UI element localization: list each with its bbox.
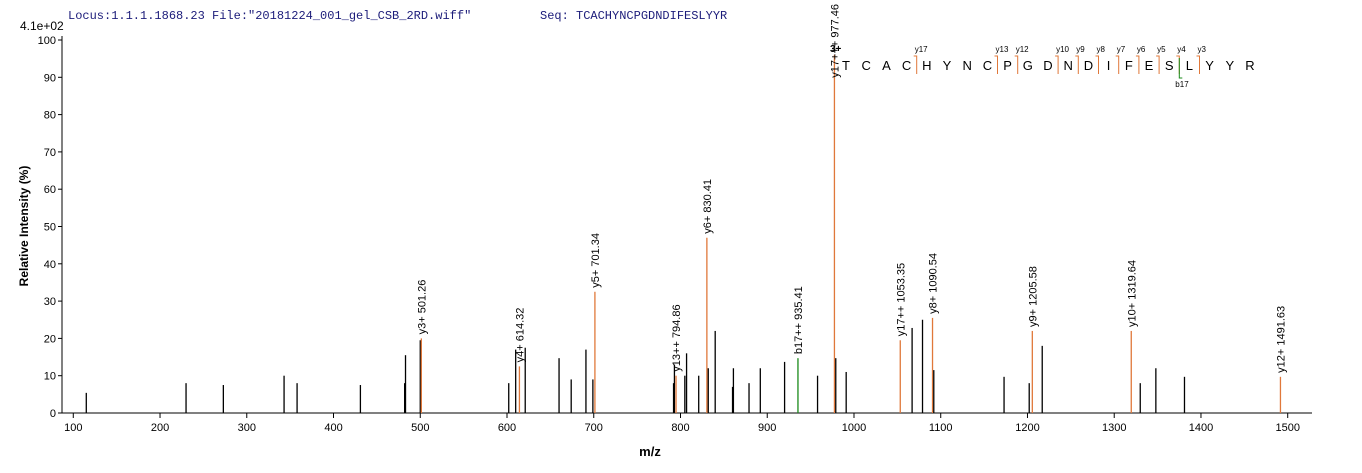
- x-tick-label: 300: [238, 422, 256, 434]
- ion-label: y12: [1016, 45, 1029, 54]
- sequence-letter: H: [922, 58, 931, 73]
- peak-label: y4+ 614.32: [514, 308, 526, 363]
- x-tick-label: 1000: [842, 422, 866, 434]
- ion-marker: [1075, 55, 1079, 74]
- sequence-letter: C: [862, 58, 871, 73]
- ion-label: y6: [1137, 45, 1146, 54]
- x-tick-label: 100: [64, 422, 82, 434]
- y-tick-label: 20: [44, 333, 56, 345]
- x-tick-label: 1100: [929, 422, 953, 434]
- x-tick-label: 400: [324, 422, 342, 434]
- x-tick-label: 700: [585, 422, 603, 434]
- ion-label: y9: [1076, 45, 1085, 54]
- chart-subtitle: Seq: TCACHYNCPGDNDIFESLYYR: [540, 9, 727, 23]
- sequence-letter: G: [1023, 58, 1033, 73]
- peak-label: y17++ 1053.35: [895, 263, 907, 336]
- ion-marker: [913, 55, 918, 74]
- y-tick-label: 40: [44, 259, 56, 271]
- x-tick-label: 1300: [1102, 422, 1126, 434]
- ion-label: y13: [996, 45, 1009, 54]
- ion-marker: [1196, 55, 1200, 74]
- y-tick-label: 60: [44, 184, 56, 196]
- peak-label: y5+ 701.34: [590, 233, 602, 288]
- y-tick-label: 70: [44, 147, 56, 159]
- ion-label: y10: [1056, 45, 1069, 54]
- ion-marker: [1156, 55, 1160, 74]
- y-axis-label: Relative Intensity (%): [17, 166, 31, 287]
- sequence-letter: Y: [943, 58, 952, 73]
- ion-marker: [1095, 55, 1099, 74]
- sequence-letter: P: [1003, 58, 1012, 73]
- sequence-letter: Y: [1205, 58, 1214, 73]
- ion-label: y17: [915, 45, 928, 54]
- ion-label: y4: [1177, 45, 1186, 54]
- ion-label: y8: [1097, 45, 1106, 54]
- peak-label: y12+ 1491.63: [1275, 306, 1287, 373]
- x-axis-label: m/z: [639, 444, 661, 459]
- y-tick-label: 100: [38, 35, 56, 47]
- y-tick-label: 0: [50, 408, 56, 420]
- peak-label: y10+ 1319.64: [1126, 260, 1138, 327]
- sequence-letter: N: [1064, 58, 1073, 73]
- x-tick-label: 1400: [1189, 422, 1213, 434]
- peak-label: y8+ 1090.54: [928, 253, 940, 314]
- y-tick-label: 80: [44, 110, 56, 122]
- y-tick-label: 90: [44, 72, 56, 84]
- scale-label: 4.1e+02: [20, 19, 64, 33]
- ion-marker: [1115, 55, 1120, 74]
- peak-label: y3+ 501.26: [416, 280, 428, 335]
- ion-label: y5: [1157, 45, 1166, 54]
- peak-label: y6+ 830.41: [702, 179, 714, 234]
- y-tick-label: 30: [44, 296, 56, 308]
- ion-marker: [1135, 55, 1140, 74]
- ion-label: b17: [1175, 80, 1189, 89]
- sequence-letter: C: [983, 58, 992, 73]
- sequence-letter: R: [1245, 58, 1254, 73]
- sequence-letter: N: [963, 58, 972, 73]
- y-tick-label: 50: [44, 222, 56, 234]
- y-tick-label: 10: [44, 371, 56, 383]
- sequence-letter: D: [1043, 58, 1052, 73]
- x-tick-label: 800: [671, 422, 689, 434]
- x-tick-label: 200: [151, 422, 169, 434]
- sequence-letter: Y: [1225, 58, 1234, 73]
- peak-label: y13++ 794.86: [671, 304, 683, 371]
- sequence-letter: S: [1165, 58, 1174, 73]
- sequence-letter: A: [882, 58, 891, 73]
- x-tick-label: 600: [498, 422, 516, 434]
- peak-label: b17++ 935.41: [793, 286, 805, 354]
- chart-title: Locus:1.1.1.1868.23 File:"20181224_001_g…: [68, 9, 471, 23]
- charge-label: 3+: [830, 44, 842, 55]
- sequence-letter: L: [1186, 58, 1193, 73]
- sequence-letter: D: [1084, 58, 1093, 73]
- peak-label: y9+ 1205.58: [1027, 266, 1039, 327]
- ion-label: y3: [1198, 45, 1207, 54]
- x-tick-label: 500: [411, 422, 429, 434]
- ion-marker: [1178, 58, 1183, 79]
- x-tick-label: 1500: [1275, 422, 1299, 434]
- sequence-letter: E: [1145, 58, 1154, 73]
- ion-marker: [1014, 55, 1019, 74]
- peak-label: y17+++ 977.46: [829, 4, 841, 78]
- ion-label: y7: [1117, 45, 1126, 54]
- sequence-letter: F: [1125, 58, 1133, 73]
- ion-marker: [1055, 55, 1059, 74]
- sequence-letter: T: [842, 58, 850, 73]
- ion-marker: [994, 55, 998, 74]
- x-tick-label: 1200: [1015, 422, 1039, 434]
- sequence-letter: I: [1107, 58, 1111, 73]
- x-tick-label: 900: [758, 422, 776, 434]
- sequence-letter: C: [902, 58, 911, 73]
